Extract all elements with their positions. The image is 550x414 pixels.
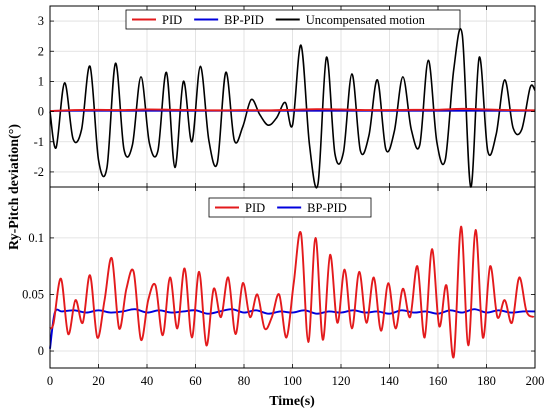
bottom-tick-marks xyxy=(49,187,536,368)
y-tick-label: 0.05 xyxy=(22,287,44,301)
x-tick-label: 0 xyxy=(47,374,53,388)
legend-entry: BP-PID xyxy=(307,201,347,215)
y-tick-label: 2 xyxy=(38,44,44,58)
y-tick-label: 1 xyxy=(38,74,44,88)
x-tick-label: 160 xyxy=(429,374,448,388)
bottom-panel: 0 0.05 0.1 0 20 40 60 80 100 120 140 160 180 200 PID… xyxy=(22,186,545,388)
top-panel: -2 -1 0 1 2 3 PID BP-PID Uncompensated motion xyxy=(34,5,536,189)
legend-entry: Uncompensated motion xyxy=(306,13,426,27)
x-tick-label: 20 xyxy=(92,374,105,388)
series-line-bp-pid xyxy=(49,308,536,349)
top-y-tick-labels: -2 -1 0 1 2 3 xyxy=(34,14,44,179)
bottom-y-tick-labels: 0 0.05 0.1 xyxy=(22,231,44,358)
x-tick-label: 140 xyxy=(380,374,399,388)
x-tick-label: 100 xyxy=(283,374,302,388)
x-tick-label: 180 xyxy=(477,374,496,388)
y-axis-label: Ry-Pitch deviation(°) xyxy=(7,124,22,250)
bottom-legend: PID BP-PID xyxy=(208,197,372,218)
top-series-lines xyxy=(49,27,536,189)
series-line-uncompensated-motion xyxy=(49,27,536,189)
y-tick-label: -2 xyxy=(34,165,44,179)
series-line-pid xyxy=(49,225,535,359)
x-tick-label: 40 xyxy=(141,374,154,388)
y-tick-label: -1 xyxy=(34,135,44,149)
y-tick-label: 0 xyxy=(38,344,44,358)
x-tick-label: 200 xyxy=(526,374,545,388)
series-line-pid xyxy=(49,107,536,112)
legend-entry: PID xyxy=(245,201,265,215)
y-tick-label: 0.1 xyxy=(28,231,44,245)
legend-entry: BP-PID xyxy=(224,13,264,27)
x-tick-label: 80 xyxy=(238,374,251,388)
top-tick-marks xyxy=(49,6,536,187)
bottom-series-lines xyxy=(49,225,536,359)
x-axis-label: Time(s) xyxy=(269,394,315,409)
y-tick-label: 0 xyxy=(38,105,44,119)
x-tick-labels: 0 20 40 60 80 100 120 140 160 180 200 xyxy=(47,374,545,388)
legend-entry: PID xyxy=(162,13,182,27)
y-tick-label: 3 xyxy=(38,14,44,28)
top-legend: PID BP-PID Uncompensated motion xyxy=(125,9,461,30)
x-tick-label: 120 xyxy=(332,374,351,388)
x-tick-label: 60 xyxy=(189,374,202,388)
